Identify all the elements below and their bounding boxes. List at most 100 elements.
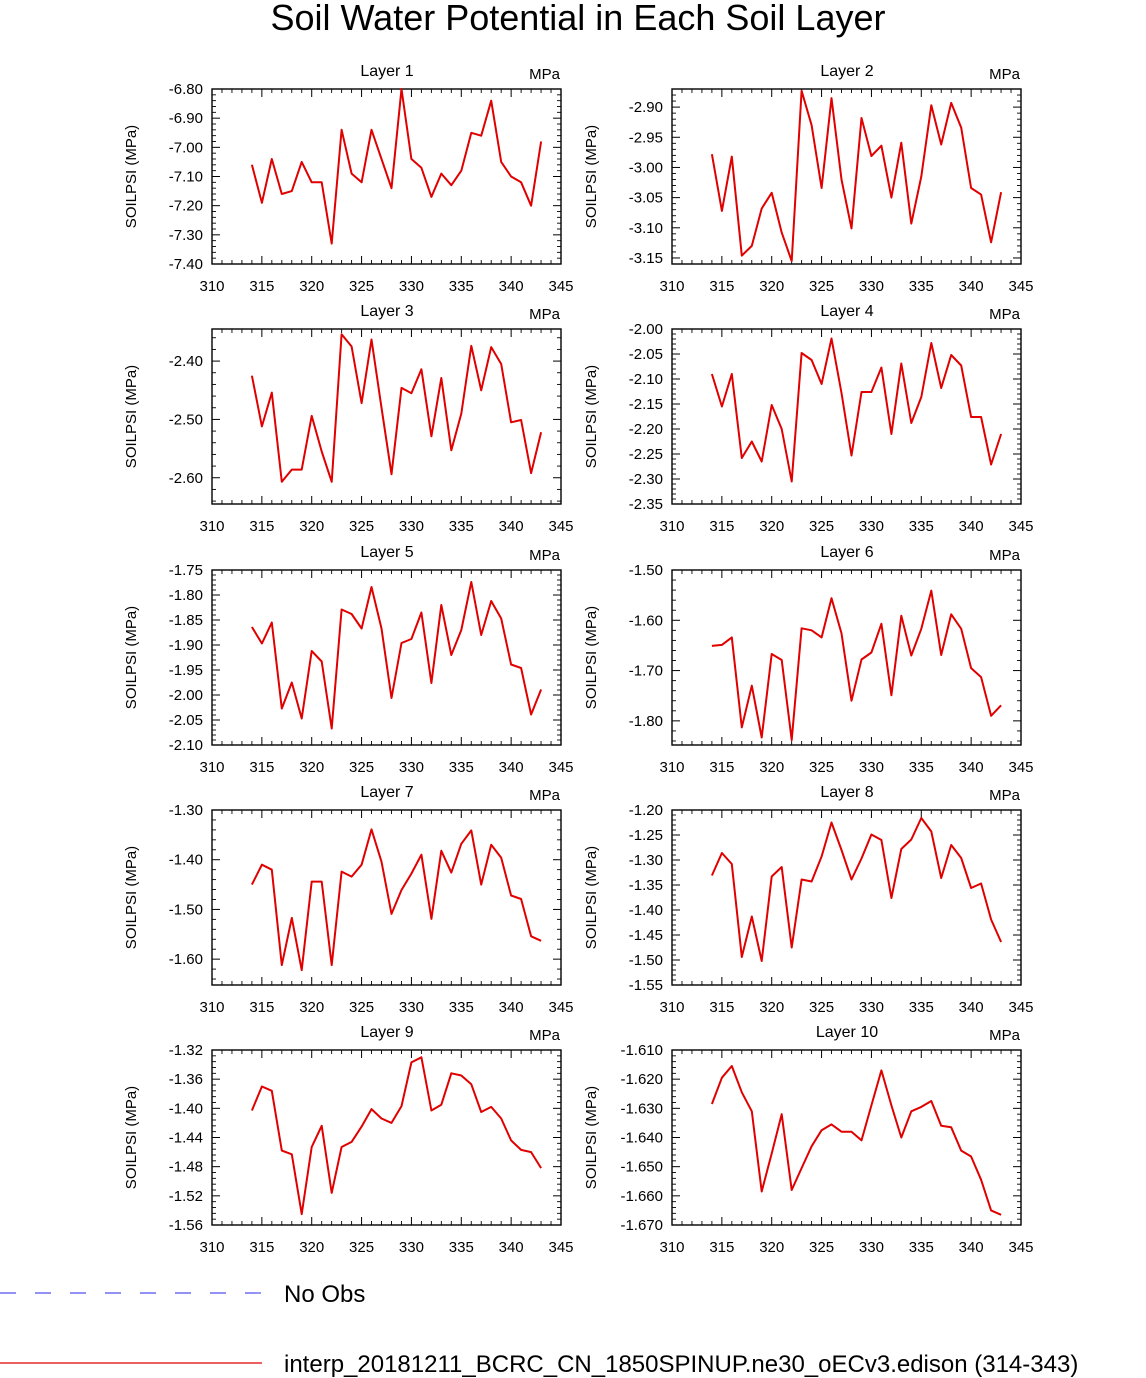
y-tick-label: -1.40	[169, 1100, 203, 1117]
x-tick-label: 330	[859, 759, 884, 776]
panel-unit: MPa	[989, 547, 1021, 564]
x-tick-label: 340	[499, 999, 524, 1016]
legend: No Obs interp_20181211_BCRC_CN_1850SPINU…	[0, 1281, 1078, 1378]
plot-frame	[211, 1049, 562, 1226]
y-tick-label: -3.00	[629, 159, 663, 176]
x-tick-label: 340	[499, 518, 524, 535]
legend-no-obs-label: No Obs	[284, 1281, 365, 1308]
x-tick-label: 345	[548, 999, 573, 1016]
y-tick-label: -1.60	[629, 612, 663, 629]
x-tick-label: 345	[548, 759, 573, 776]
series-line	[250, 1056, 542, 1216]
y-tick-label: -1.35	[629, 877, 663, 894]
series-line	[250, 88, 543, 245]
panel-unit: MPa	[529, 1027, 561, 1044]
y-tick-label: -1.52	[169, 1188, 203, 1205]
y-tick-label: -1.56	[169, 1217, 203, 1234]
x-tick-label: 335	[909, 278, 934, 295]
y-tick-label: -2.90	[629, 99, 663, 116]
x-tick-label: 315	[249, 518, 274, 535]
x-tick-label: 345	[1008, 1239, 1033, 1256]
panel-title: Layer 9	[360, 1024, 413, 1041]
y-tick-label: -2.00	[169, 687, 203, 704]
panel-unit: MPa	[529, 66, 561, 83]
y-axis-label: SOILPSI (MPa)	[583, 365, 600, 468]
x-tick-label: 325	[349, 999, 374, 1016]
y-tick-label: -1.45	[629, 927, 663, 944]
y-tick-label: -1.90	[169, 637, 203, 654]
panel-unit: MPa	[529, 306, 561, 323]
x-tick-label: 320	[299, 1239, 324, 1256]
legend-model-label: interp_20181211_BCRC_CN_1850SPINUP.ne30_…	[284, 1351, 1078, 1378]
y-tick-label: -1.50	[629, 952, 663, 969]
panel-title: Layer 3	[360, 303, 413, 320]
y-tick-label: -1.80	[629, 713, 663, 730]
x-tick-label: 320	[759, 278, 784, 295]
y-tick-label: -2.10	[169, 737, 203, 754]
x-tick-label: 325	[809, 278, 834, 295]
x-tick-label: 325	[349, 518, 374, 535]
x-tick-label: 340	[959, 999, 984, 1016]
y-axis-label: SOILPSI (MPa)	[583, 606, 600, 709]
x-tick-label: 345	[1008, 999, 1033, 1016]
x-tick-label: 315	[249, 1239, 274, 1256]
x-tick-label: 310	[659, 999, 684, 1016]
y-axis-label: SOILPSI (MPa)	[583, 125, 600, 228]
y-tick-label: -7.40	[169, 256, 203, 273]
y-axis-label: SOILPSI (MPa)	[123, 365, 140, 468]
x-tick-label: 325	[349, 759, 374, 776]
y-tick-label: -1.48	[169, 1159, 203, 1176]
x-tick-label: 335	[449, 518, 474, 535]
panel-unit: MPa	[989, 787, 1021, 804]
x-tick-label: 335	[449, 1239, 474, 1256]
x-tick-label: 310	[659, 1239, 684, 1256]
x-tick-label: 345	[1008, 278, 1033, 295]
x-tick-label: 320	[299, 278, 324, 295]
x-tick-label: 340	[959, 518, 984, 535]
x-tick-label: 345	[1008, 759, 1033, 776]
y-tick-label: -1.60	[169, 951, 203, 968]
panel-unit: MPa	[529, 547, 561, 564]
x-tick-label: 345	[548, 1239, 573, 1256]
y-tick-label: -1.660	[620, 1188, 663, 1205]
x-tick-label: 310	[199, 1239, 224, 1256]
plot-frame	[671, 809, 1022, 986]
y-tick-label: -2.95	[629, 129, 663, 146]
x-tick-label: 330	[399, 999, 424, 1016]
plot-frame	[211, 569, 562, 746]
figure-title: Soil Water Potential in Each Soil Layer	[271, 0, 886, 38]
y-tick-label: -1.620	[620, 1071, 663, 1088]
plot-frame	[671, 328, 1022, 505]
x-tick-label: 340	[959, 1239, 984, 1256]
x-tick-label: 335	[909, 1239, 934, 1256]
y-tick-label: -1.610	[620, 1042, 663, 1059]
y-tick-label: -1.70	[629, 663, 663, 680]
x-tick-label: 330	[399, 1239, 424, 1256]
y-axis-label: SOILPSI (MPa)	[123, 846, 140, 949]
panel-layer-7: Layer 7 MPa SOILPSI (MPa) 310 315 320 325 330 33…	[123, 784, 574, 1016]
y-tick-label: -1.40	[169, 852, 203, 869]
panel-layer-5: Layer 5 MPa SOILPSI (MPa) 310 315 320 325 330 33…	[123, 544, 574, 776]
y-tick-label: -1.670	[620, 1217, 663, 1234]
x-tick-label: 325	[809, 1239, 834, 1256]
y-tick-label: -7.30	[169, 227, 203, 244]
x-tick-label: 330	[859, 518, 884, 535]
y-tick-label: -1.25	[629, 827, 663, 844]
x-tick-label: 320	[299, 759, 324, 776]
x-tick-label: 330	[859, 999, 884, 1016]
panel-title: Layer 1	[360, 63, 413, 80]
x-tick-label: 315	[249, 278, 274, 295]
y-tick-label: -2.05	[169, 712, 203, 729]
x-tick-label: 310	[199, 518, 224, 535]
x-tick-label: 340	[499, 1239, 524, 1256]
y-tick-label: -2.30	[629, 471, 663, 488]
x-tick-label: 310	[659, 759, 684, 776]
panel-layer-1: Layer 1 MPa SOILPSI (MPa) 310 315 320 325 330 33…	[123, 63, 574, 295]
panels: Layer 1 MPa SOILPSI (MPa) 310 315 320 325 330 33…	[123, 63, 1034, 1256]
panel-title: Layer 5	[360, 544, 413, 561]
panel-title: Layer 6	[820, 544, 873, 561]
y-tick-label: -2.25	[629, 446, 663, 463]
x-tick-label: 310	[199, 759, 224, 776]
x-tick-label: 320	[759, 759, 784, 776]
x-tick-label: 310	[659, 518, 684, 535]
